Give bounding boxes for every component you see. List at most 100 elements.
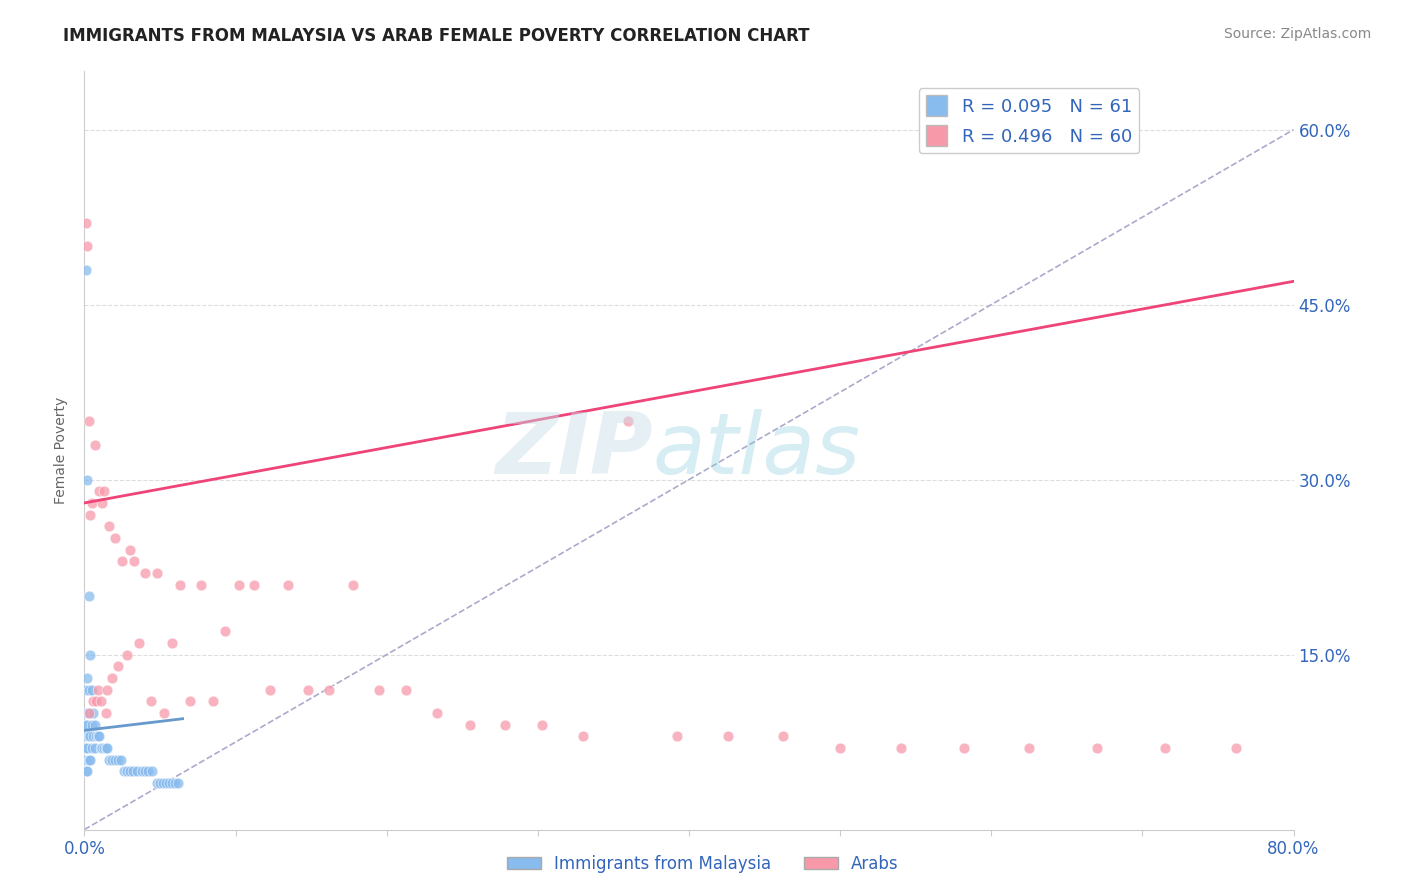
Legend: R = 0.095   N = 61, R = 0.496   N = 60: R = 0.095 N = 61, R = 0.496 N = 60: [918, 88, 1139, 153]
Point: [100, 671, 122, 685]
Point: [96, 740, 118, 755]
Point: [395, 682, 418, 697]
Point: [77, 682, 100, 697]
Point: [146, 776, 169, 790]
Point: [572, 729, 595, 743]
Point: [80, 682, 103, 697]
Point: [79, 706, 101, 720]
Point: [118, 764, 141, 779]
Y-axis label: Female Poverty: Female Poverty: [55, 397, 69, 504]
Point: [425, 706, 447, 720]
Point: [139, 694, 162, 708]
Point: [214, 624, 236, 639]
Point: [89, 484, 111, 499]
Point: [94, 706, 117, 720]
Point: [75, 753, 97, 767]
Point: [104, 531, 127, 545]
Text: atlas: atlas: [652, 409, 860, 492]
Point: [494, 717, 516, 731]
Point: [75, 216, 97, 230]
Point: [1225, 740, 1247, 755]
Point: [93, 740, 115, 755]
Point: [112, 764, 135, 779]
Point: [277, 577, 299, 591]
Point: [86, 694, 108, 708]
Point: [76, 729, 98, 743]
Point: [75, 262, 97, 277]
Point: [80, 496, 103, 510]
Point: [458, 717, 481, 731]
Point: [1154, 740, 1177, 755]
Point: [76, 706, 98, 720]
Point: [890, 740, 912, 755]
Point: [167, 776, 190, 790]
Point: [87, 682, 110, 697]
Point: [97, 753, 120, 767]
Point: [121, 764, 143, 779]
Point: [77, 414, 100, 428]
Point: [134, 566, 156, 580]
Point: [89, 729, 111, 743]
Point: [76, 671, 98, 685]
Point: [153, 706, 176, 720]
Point: [772, 729, 794, 743]
Point: [90, 694, 112, 708]
Point: [146, 566, 169, 580]
Point: [127, 764, 149, 779]
Point: [617, 414, 640, 428]
Point: [111, 554, 134, 568]
Point: [75, 764, 97, 779]
Legend: Immigrants from Malaysia, Arabs: Immigrants from Malaysia, Arabs: [501, 848, 905, 880]
Point: [131, 764, 153, 779]
Point: [190, 577, 212, 591]
Point: [76, 239, 98, 253]
Point: [97, 519, 120, 533]
Point: [118, 542, 141, 557]
Point: [84, 740, 107, 755]
Point: [160, 636, 183, 650]
Point: [82, 729, 104, 743]
Point: [128, 636, 150, 650]
Point: [76, 717, 98, 731]
Point: [107, 753, 129, 767]
Point: [77, 589, 100, 603]
Text: Source: ZipAtlas.com: Source: ZipAtlas.com: [1223, 27, 1371, 41]
Point: [90, 740, 112, 755]
Point: [79, 648, 101, 662]
Point: [115, 764, 138, 779]
Point: [1018, 740, 1040, 755]
Point: [93, 484, 115, 499]
Point: [155, 776, 177, 790]
Point: [86, 729, 108, 743]
Point: [79, 729, 101, 743]
Point: [75, 682, 97, 697]
Point: [201, 694, 224, 708]
Point: [1085, 740, 1108, 755]
Point: [76, 473, 98, 487]
Point: [242, 577, 264, 591]
Point: [100, 753, 122, 767]
Point: [82, 706, 104, 720]
Point: [297, 682, 319, 697]
Point: [76, 764, 98, 779]
Point: [953, 740, 976, 755]
Point: [76, 740, 98, 755]
Point: [75, 729, 97, 743]
Point: [228, 577, 250, 591]
Point: [157, 776, 180, 790]
Point: [115, 648, 138, 662]
Point: [165, 776, 187, 790]
Text: IMMIGRANTS FROM MALAYSIA VS ARAB FEMALE POVERTY CORRELATION CHART: IMMIGRANTS FROM MALAYSIA VS ARAB FEMALE …: [63, 27, 810, 45]
Point: [368, 682, 391, 697]
Point: [80, 740, 103, 755]
Point: [87, 729, 110, 743]
Point: [75, 717, 97, 731]
Point: [169, 577, 191, 591]
Point: [82, 694, 104, 708]
Point: [110, 753, 132, 767]
Point: [94, 740, 117, 755]
Point: [91, 740, 114, 755]
Point: [75, 740, 97, 755]
Point: [77, 706, 100, 720]
Point: [122, 554, 145, 568]
